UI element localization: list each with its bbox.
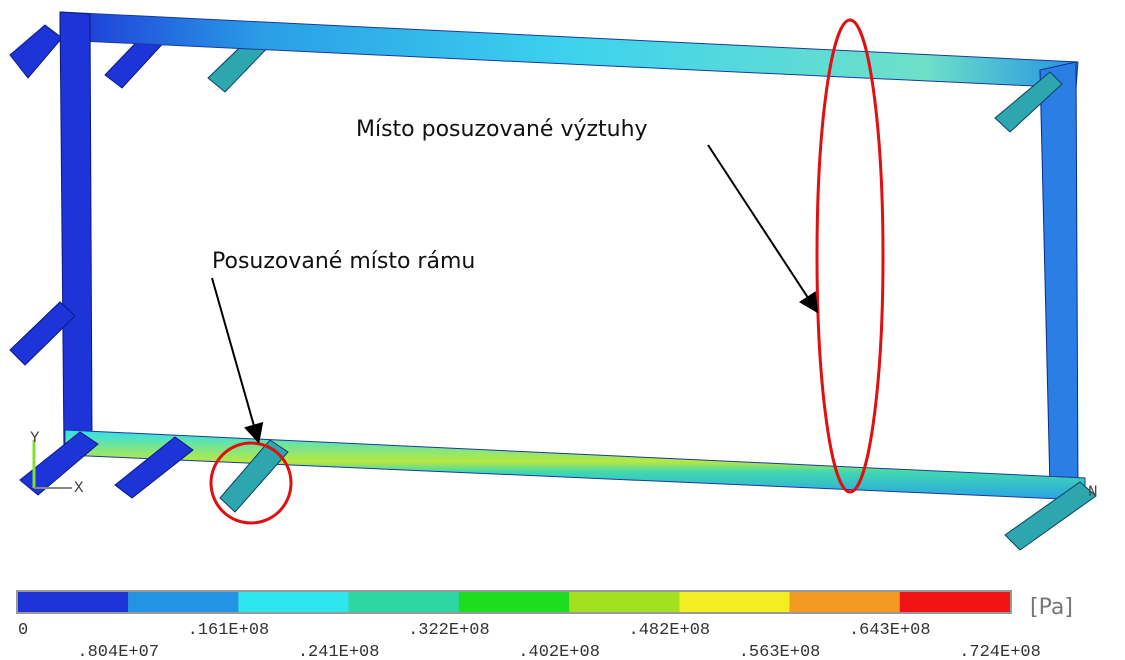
legend-label: .724E+08 xyxy=(959,643,1041,660)
legend: [Pa] 0 .804E+07 .161E+08 .241E+08 .322E+08 .4… xyxy=(16,590,1073,660)
legend-label: .643E+08 xyxy=(849,621,931,640)
frame xyxy=(9,11,1097,551)
highlight xyxy=(815,18,885,494)
annotation: Místo posuzované výztuhy xyxy=(356,117,648,142)
legend-label: .482E+08 xyxy=(629,621,711,640)
legend-label: .161E+08 xyxy=(188,621,270,640)
node-label: N xyxy=(1088,483,1098,501)
legend-label: .563E+08 xyxy=(739,643,821,660)
legend-swatch xyxy=(679,592,790,612)
legend-swatch xyxy=(569,592,680,612)
legend-label: 0 xyxy=(18,621,28,640)
arrow xyxy=(211,277,264,444)
legend-swatch xyxy=(18,592,129,612)
legend-label: .402E+08 xyxy=(518,643,600,660)
axis-label: X xyxy=(74,479,84,497)
legend-label: .241E+08 xyxy=(298,643,380,660)
legend-swatch xyxy=(789,592,900,612)
legend-swatch xyxy=(238,592,349,612)
legend-label: .804E+07 xyxy=(77,643,159,660)
legend-swatch xyxy=(899,592,1010,612)
legend-swatch xyxy=(128,592,239,612)
legend-unit: [Pa] xyxy=(1030,595,1073,620)
legend-swatch xyxy=(348,592,459,612)
legend-label: .322E+08 xyxy=(408,621,490,640)
axis-label: Y xyxy=(30,429,40,447)
axis-triad: Y X N xyxy=(30,429,1098,501)
arrow xyxy=(707,144,819,314)
annotation: Posuzované místo rámu xyxy=(212,249,475,274)
legend-swatch xyxy=(458,592,570,612)
